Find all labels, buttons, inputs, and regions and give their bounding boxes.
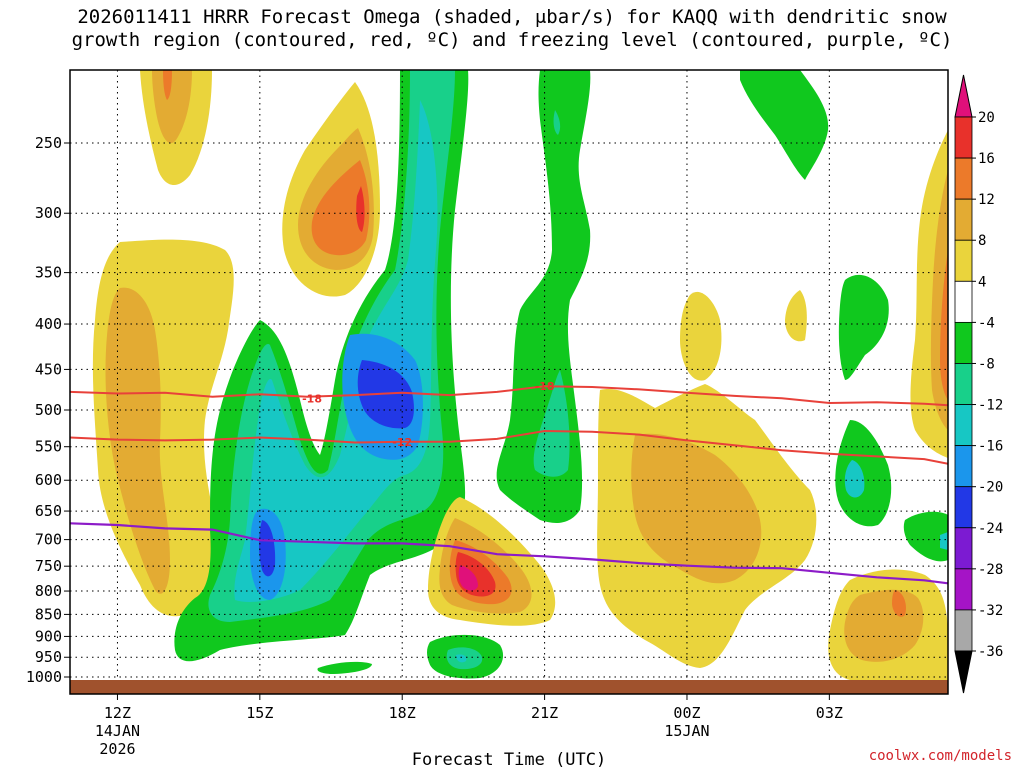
grid (70, 70, 948, 694)
ground-bar (70, 680, 948, 694)
plot-frame (69, 69, 949, 695)
chart-title-line1: 2026011411 HRRR Forecast Omega (shaded, … (77, 6, 947, 28)
omega-right-edge-negative (903, 511, 948, 562)
colorbar-label: 20 (978, 110, 995, 126)
y-tick-label: 750 (35, 557, 62, 575)
colorbar-swatch (954, 280, 973, 323)
omega-surface-negative-core (456, 654, 467, 663)
colorbar-swatch (954, 321, 973, 364)
colorbar-label: -4 (978, 315, 995, 331)
omega-right-positive-blob (785, 290, 807, 342)
y-tick-label: 550 (35, 438, 62, 456)
colorbar-swatch (954, 609, 973, 652)
omega-lobe-upper-left-core (163, 70, 172, 100)
dendritic-contour-label: -18 (302, 392, 322, 405)
credit-text: coolwx.com/models (869, 748, 1012, 764)
colorbar: 20 16 12 8 4 -4 -8 -12 -16 -20 -24 -28 -32 -36 (954, 74, 1003, 694)
colorbar-label: -20 (978, 480, 1003, 496)
omega-lower-right-positive-core (892, 590, 906, 617)
colorbar-label: -8 (978, 356, 995, 372)
y-tick-label: 500 (35, 401, 62, 419)
colorbar-label: 4 (978, 274, 986, 290)
x-tick-date: 15JAN (664, 722, 709, 740)
y-tick-label: 700 (35, 531, 62, 549)
colorbar-swatch (954, 363, 973, 405)
omega-right-positive-top (680, 291, 722, 381)
omega-lobe-upper-left-inner (152, 70, 192, 144)
dendritic-contour-label: -12 (392, 436, 412, 449)
y-tick-label: 800 (35, 582, 62, 600)
x-tick-label: 15Z (246, 704, 273, 722)
y-tick-label: 1000 (26, 668, 62, 686)
omega-right-negative-sliver (553, 110, 561, 135)
colorbar-swatch (954, 568, 973, 611)
colorbar-bottom-arrow (954, 650, 973, 694)
colorbar-label: -28 (978, 562, 1003, 578)
colorbar-label: -32 (978, 603, 1003, 619)
omega-right-negative-2 (533, 370, 570, 477)
colorbar-swatch (954, 486, 973, 529)
colorbar-swatch (954, 239, 973, 282)
colorbar-label: 12 (978, 192, 995, 208)
dendritic-contour-line (70, 385, 948, 407)
omega-far-right-positive-3 (940, 250, 948, 400)
omega-central-negative-3 (234, 100, 438, 602)
y-axis: 250 300 350 400 450 500 550 600 650 700 750 800 850 9… (26, 134, 70, 686)
colorbar-swatch (954, 445, 973, 488)
colorbar-label: -24 (978, 521, 1003, 537)
colorbar-swatch (954, 116, 973, 159)
chart-title-line2: growth region (contoured, red, ºC) and f… (71, 29, 953, 51)
y-tick-label: 350 (35, 264, 62, 282)
y-tick-label: 250 (35, 134, 62, 152)
colorbar-swatch (954, 527, 973, 570)
colorbar-label: -36 (978, 644, 1003, 660)
x-tick-label: 00Z (673, 704, 700, 722)
omega-right-small-negative-3 (844, 460, 865, 498)
colorbar-swatch (954, 198, 973, 241)
colorbar-swatch (954, 157, 973, 200)
omega-top-right-negative (740, 70, 829, 180)
y-tick-label: 650 (35, 502, 62, 520)
omega-right-positive-2 (631, 433, 762, 584)
colorbar-top-arrow (954, 74, 973, 118)
freezing-level-line (70, 522, 948, 585)
y-tick-label: 950 (35, 648, 62, 666)
omega-right-small-negative (838, 274, 889, 380)
omega-upper-mid-positive-core (356, 186, 365, 232)
omega-surface-sliver (317, 661, 372, 674)
y-tick-label: 400 (35, 315, 62, 333)
omega-lower-left-core-2 (259, 520, 276, 577)
colorbar-label: 8 (978, 233, 986, 249)
dendritic-contour-label: -18 (535, 380, 555, 393)
x-tick-label: 03Z (816, 704, 843, 722)
y-tick-label: 450 (35, 360, 62, 378)
colorbar-label: -16 (978, 439, 1003, 455)
chart-title: 2026011411 HRRR Forecast Omega (shaded, … (0, 6, 1024, 52)
omega-right-edge-negative-2 (940, 532, 948, 550)
x-tick-label: 18Z (389, 704, 416, 722)
x-tick-label: 12Z (104, 704, 131, 722)
colorbar-swatch (954, 404, 973, 447)
omega-upper-mid-positive-3 (311, 160, 370, 256)
y-tick-label: 850 (35, 605, 62, 623)
x-tick-date: 14JAN (95, 722, 140, 740)
x-tick-label: 21Z (531, 704, 558, 722)
y-tick-label: 300 (35, 204, 62, 222)
colorbar-label: -12 (978, 398, 1003, 414)
omega-lowlevel-positive-core (458, 565, 478, 591)
omega-right-small-negative-2 (835, 420, 892, 527)
x-axis-label: Forecast Time (UTC) (412, 750, 606, 768)
y-tick-label: 900 (35, 627, 62, 645)
dendritic-contour-line (70, 429, 948, 465)
omega-shaded-field (92, 70, 948, 680)
colorbar-label: 16 (978, 151, 995, 167)
contours: -18 -18 -12 (70, 380, 948, 585)
x-tick-year: 2026 (99, 740, 135, 758)
y-tick-label: 600 (35, 471, 62, 489)
